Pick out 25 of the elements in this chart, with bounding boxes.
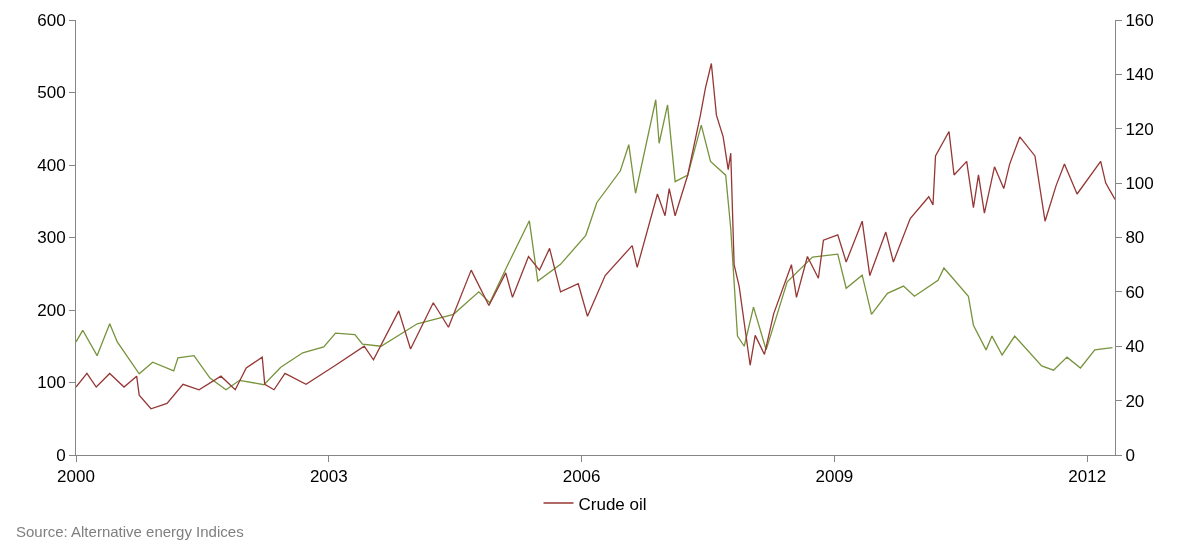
y2-tick-label: 100 (1125, 174, 1154, 194)
y2-tick-label: 80 (1125, 228, 1145, 248)
y2-tick-label: 60 (1125, 282, 1145, 302)
line-series (76, 62, 1115, 410)
x-tick-label: 2000 (57, 467, 95, 487)
y-tick-label: 600 (37, 10, 66, 30)
x-tick-label: 2003 (309, 467, 348, 487)
legend-label: Crude oil (578, 494, 647, 514)
y-tick-label: 500 (37, 83, 66, 103)
y-tick-label: 100 (37, 373, 66, 393)
y-tick-label: 300 (37, 228, 66, 248)
y2-tick-label: 160 (1125, 10, 1154, 30)
y2-tick-label: 40 (1125, 337, 1145, 357)
y2-tick-label: 0 (1125, 445, 1135, 465)
y-tick-label: 200 (37, 300, 66, 320)
y2-tick-label: 20 (1125, 391, 1145, 411)
x-tick-label: 2006 (562, 467, 601, 487)
source-note: Source: Alternative energy Indices (16, 523, 244, 540)
x-tick-label: 2009 (815, 467, 854, 487)
y-tick-label: 0 (56, 445, 66, 465)
x-tick-label: 2012 (1068, 467, 1107, 487)
y2-tick-label: 120 (1125, 119, 1154, 139)
line-series (76, 99, 1114, 391)
y-tick-label: 400 (37, 155, 66, 175)
y2-tick-label: 140 (1125, 65, 1154, 85)
